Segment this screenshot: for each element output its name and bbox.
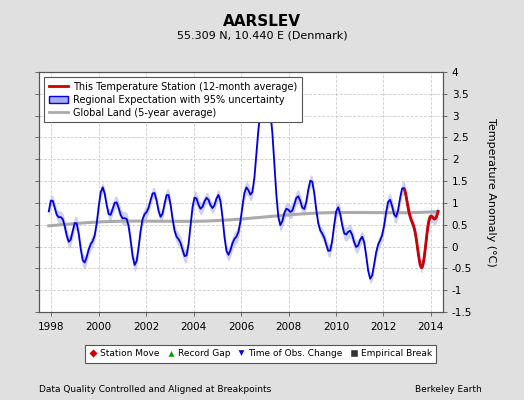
Text: 2012: 2012	[370, 322, 397, 332]
Text: 2006: 2006	[228, 322, 254, 332]
Legend: Station Move, Record Gap, Time of Obs. Change, Empirical Break: Station Move, Record Gap, Time of Obs. C…	[85, 345, 436, 363]
Text: 1998: 1998	[38, 322, 64, 332]
Text: 2000: 2000	[85, 322, 112, 332]
Text: AARSLEV: AARSLEV	[223, 14, 301, 29]
Text: Berkeley Earth: Berkeley Earth	[416, 385, 482, 394]
Text: 55.309 N, 10.440 E (Denmark): 55.309 N, 10.440 E (Denmark)	[177, 30, 347, 40]
Text: 2010: 2010	[323, 322, 349, 332]
Text: 2008: 2008	[276, 322, 302, 332]
Legend: This Temperature Station (12-month average), Regional Expectation with 95% uncer: This Temperature Station (12-month avera…	[44, 77, 302, 122]
Text: Data Quality Controlled and Aligned at Breakpoints: Data Quality Controlled and Aligned at B…	[39, 385, 271, 394]
Y-axis label: Temperature Anomaly (°C): Temperature Anomaly (°C)	[486, 118, 496, 266]
Text: 2004: 2004	[180, 322, 206, 332]
Text: 2002: 2002	[133, 322, 159, 332]
Text: 2014: 2014	[418, 322, 444, 332]
